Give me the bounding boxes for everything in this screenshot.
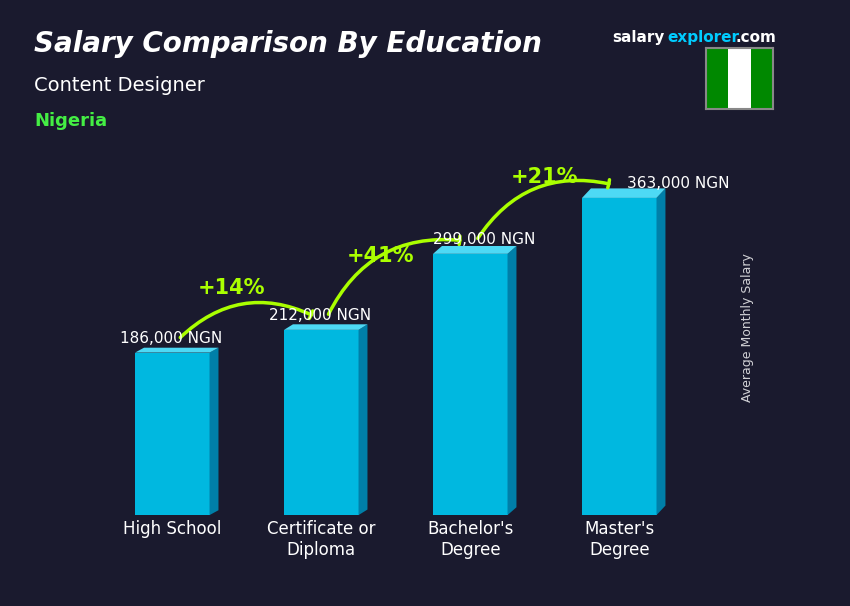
Text: 212,000 NGN: 212,000 NGN <box>269 308 371 323</box>
Text: Nigeria: Nigeria <box>34 112 107 130</box>
Polygon shape <box>433 254 507 515</box>
Text: Content Designer: Content Designer <box>34 76 205 95</box>
Polygon shape <box>433 246 517 254</box>
Polygon shape <box>359 324 367 515</box>
Text: 186,000 NGN: 186,000 NGN <box>120 331 223 345</box>
Bar <box>751 48 774 109</box>
Polygon shape <box>135 353 210 515</box>
Text: Average Monthly Salary: Average Monthly Salary <box>741 253 755 402</box>
Polygon shape <box>284 324 367 330</box>
Text: +21%: +21% <box>511 167 579 187</box>
Polygon shape <box>656 188 666 515</box>
Polygon shape <box>507 246 517 515</box>
Polygon shape <box>210 348 218 515</box>
Text: +41%: +41% <box>347 245 415 265</box>
Polygon shape <box>582 188 666 198</box>
Text: +14%: +14% <box>198 278 266 298</box>
Bar <box>728 48 751 109</box>
Text: 363,000 NGN: 363,000 NGN <box>626 176 729 191</box>
Text: Salary Comparison By Education: Salary Comparison By Education <box>34 30 542 58</box>
Polygon shape <box>135 348 218 353</box>
Polygon shape <box>284 330 359 515</box>
Text: salary: salary <box>612 30 665 45</box>
Text: .com: .com <box>735 30 776 45</box>
Polygon shape <box>582 198 656 515</box>
Text: explorer: explorer <box>667 30 740 45</box>
Text: 299,000 NGN: 299,000 NGN <box>433 232 536 247</box>
Bar <box>706 48 728 109</box>
